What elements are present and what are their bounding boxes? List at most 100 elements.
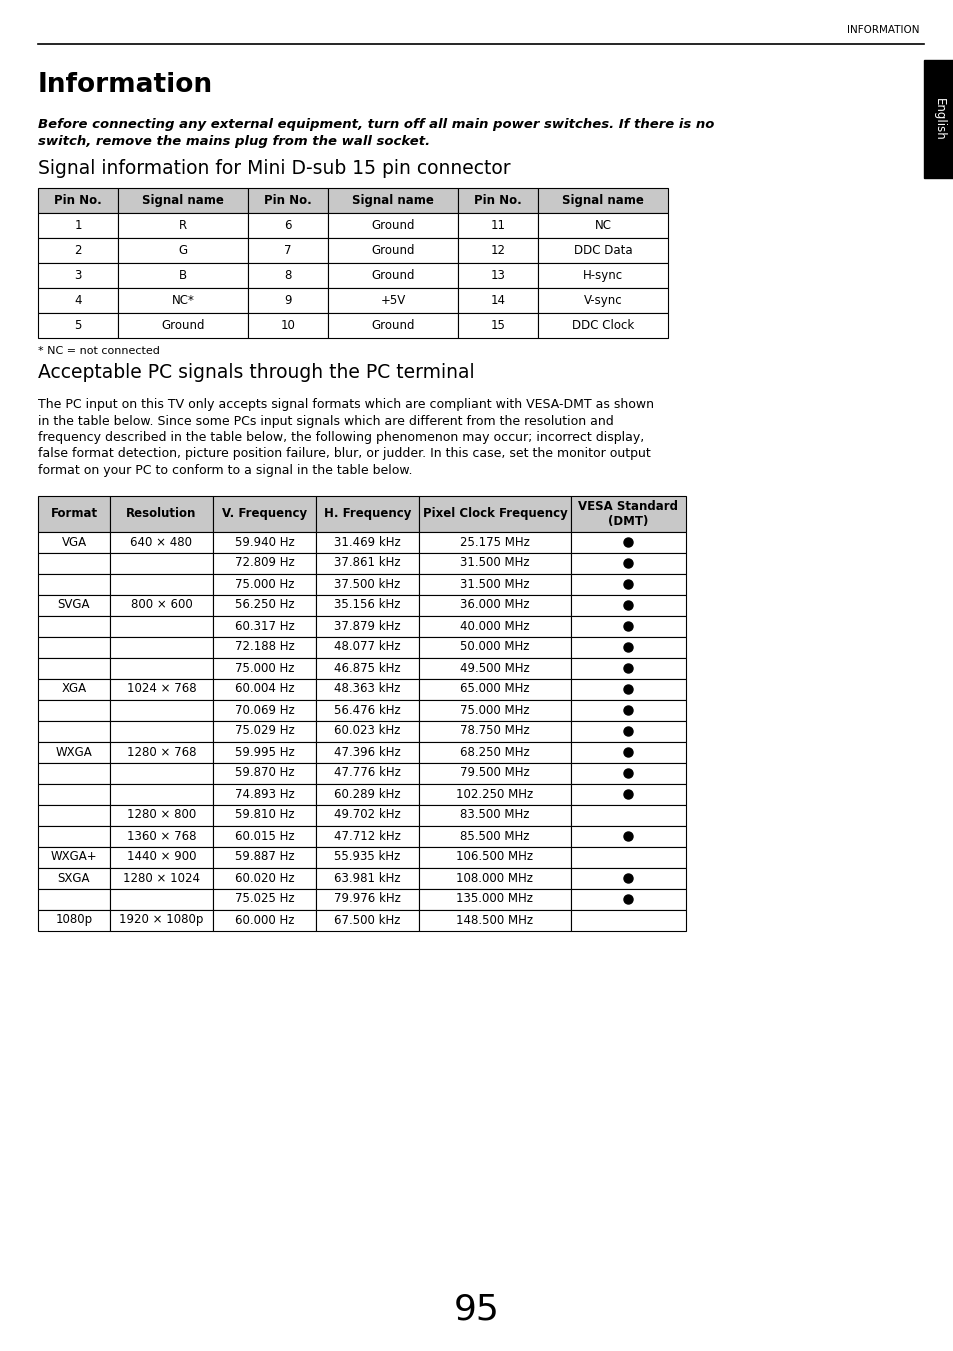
Bar — [213, 636, 315, 658]
Text: 59.810 Hz: 59.810 Hz — [234, 808, 294, 821]
Text: (DMT): (DMT) — [608, 515, 648, 528]
Bar — [315, 531, 418, 553]
Bar — [315, 700, 418, 720]
Text: 135.000 MHz: 135.000 MHz — [456, 893, 533, 905]
Text: in the table below. Since some PCs input signals which are different from the re: in the table below. Since some PCs input… — [38, 415, 613, 427]
Bar — [537, 238, 667, 263]
Bar — [315, 720, 418, 742]
Bar — [38, 496, 110, 531]
Text: 800 × 600: 800 × 600 — [131, 598, 193, 612]
Bar — [213, 700, 315, 720]
Bar — [571, 762, 685, 784]
Text: 70.069 Hz: 70.069 Hz — [234, 704, 294, 716]
Bar — [38, 658, 110, 678]
Text: NC*: NC* — [172, 295, 194, 307]
Text: 1920 × 1080p: 1920 × 1080p — [119, 913, 204, 927]
Text: 67.500 kHz: 67.500 kHz — [334, 913, 400, 927]
Text: 1280 × 800: 1280 × 800 — [127, 808, 196, 821]
Bar — [418, 658, 571, 678]
Bar — [213, 889, 315, 909]
Bar — [213, 742, 315, 762]
Bar — [110, 825, 213, 847]
Text: VESA Standard: VESA Standard — [578, 500, 678, 513]
Bar — [38, 531, 110, 553]
Bar — [328, 188, 457, 213]
Text: 60.317 Hz: 60.317 Hz — [234, 620, 294, 632]
Bar — [315, 867, 418, 889]
Text: frequency described in the table below, the following phenomenon may occur; inco: frequency described in the table below, … — [38, 431, 643, 444]
Text: V. Frequency: V. Frequency — [222, 507, 307, 520]
Text: 74.893 Hz: 74.893 Hz — [234, 788, 294, 801]
Text: English: English — [931, 97, 944, 141]
Text: 50.000 MHz: 50.000 MHz — [459, 640, 529, 654]
Text: 1280 × 768: 1280 × 768 — [127, 746, 196, 758]
Bar — [38, 636, 110, 658]
Bar — [571, 720, 685, 742]
Bar — [38, 825, 110, 847]
Text: 59.870 Hz: 59.870 Hz — [234, 766, 294, 780]
Text: DDC Clock: DDC Clock — [571, 319, 634, 332]
Bar — [110, 594, 213, 616]
Text: 47.712 kHz: 47.712 kHz — [334, 830, 400, 843]
Bar — [328, 313, 457, 338]
Text: 75.000 MHz: 75.000 MHz — [459, 704, 529, 716]
Text: 60.020 Hz: 60.020 Hz — [234, 871, 294, 885]
Text: 49.500 MHz: 49.500 MHz — [459, 662, 529, 674]
Text: 56.250 Hz: 56.250 Hz — [234, 598, 294, 612]
Bar — [418, 784, 571, 804]
Bar — [315, 825, 418, 847]
Text: 2: 2 — [74, 245, 82, 257]
Text: 12: 12 — [490, 245, 505, 257]
Text: Ground: Ground — [371, 219, 415, 232]
Bar — [248, 213, 328, 238]
Bar — [315, 784, 418, 804]
Text: 48.363 kHz: 48.363 kHz — [334, 682, 400, 696]
Text: format on your PC to conform to a signal in the table below.: format on your PC to conform to a signal… — [38, 463, 412, 477]
Text: Before connecting any external equipment, turn off all main power switches. If t: Before connecting any external equipment… — [38, 118, 714, 131]
Bar — [457, 188, 537, 213]
Bar — [418, 636, 571, 658]
Text: 63.981 kHz: 63.981 kHz — [334, 871, 400, 885]
Text: * NC = not connected: * NC = not connected — [38, 346, 160, 357]
Text: 15: 15 — [490, 319, 505, 332]
Bar — [418, 825, 571, 847]
Bar — [571, 678, 685, 700]
Text: 7: 7 — [284, 245, 292, 257]
Text: 55.935 kHz: 55.935 kHz — [334, 851, 400, 863]
Bar — [315, 616, 418, 636]
Text: Ground: Ground — [371, 319, 415, 332]
Text: Resolution: Resolution — [126, 507, 196, 520]
Text: H. Frequency: H. Frequency — [323, 507, 411, 520]
Text: 1360 × 768: 1360 × 768 — [127, 830, 196, 843]
Text: 75.000 Hz: 75.000 Hz — [234, 577, 294, 590]
Bar — [110, 700, 213, 720]
Text: 102.250 MHz: 102.250 MHz — [456, 788, 533, 801]
Text: 108.000 MHz: 108.000 MHz — [456, 871, 533, 885]
Bar — [328, 238, 457, 263]
Bar — [315, 762, 418, 784]
Bar — [110, 616, 213, 636]
Text: 75.025 Hz: 75.025 Hz — [234, 893, 294, 905]
Bar — [457, 213, 537, 238]
Text: 4: 4 — [74, 295, 82, 307]
Text: SXGA: SXGA — [58, 871, 91, 885]
Bar — [418, 909, 571, 931]
Bar — [110, 742, 213, 762]
Text: 47.396 kHz: 47.396 kHz — [334, 746, 400, 758]
Text: SVGA: SVGA — [58, 598, 91, 612]
Text: 95: 95 — [454, 1293, 499, 1327]
Bar — [418, 531, 571, 553]
Bar — [118, 188, 248, 213]
Text: Information: Information — [38, 72, 213, 99]
Text: V-sync: V-sync — [583, 295, 621, 307]
Text: 60.023 kHz: 60.023 kHz — [334, 724, 400, 738]
Text: 14: 14 — [490, 295, 505, 307]
Text: switch, remove the mains plug from the wall socket.: switch, remove the mains plug from the w… — [38, 135, 430, 149]
Text: 9: 9 — [284, 295, 292, 307]
Text: false format detection, picture position failure, blur, or judder. In this case,: false format detection, picture position… — [38, 447, 650, 461]
Bar — [213, 496, 315, 531]
Bar — [110, 496, 213, 531]
Bar — [213, 909, 315, 931]
Bar — [418, 616, 571, 636]
Bar — [38, 784, 110, 804]
